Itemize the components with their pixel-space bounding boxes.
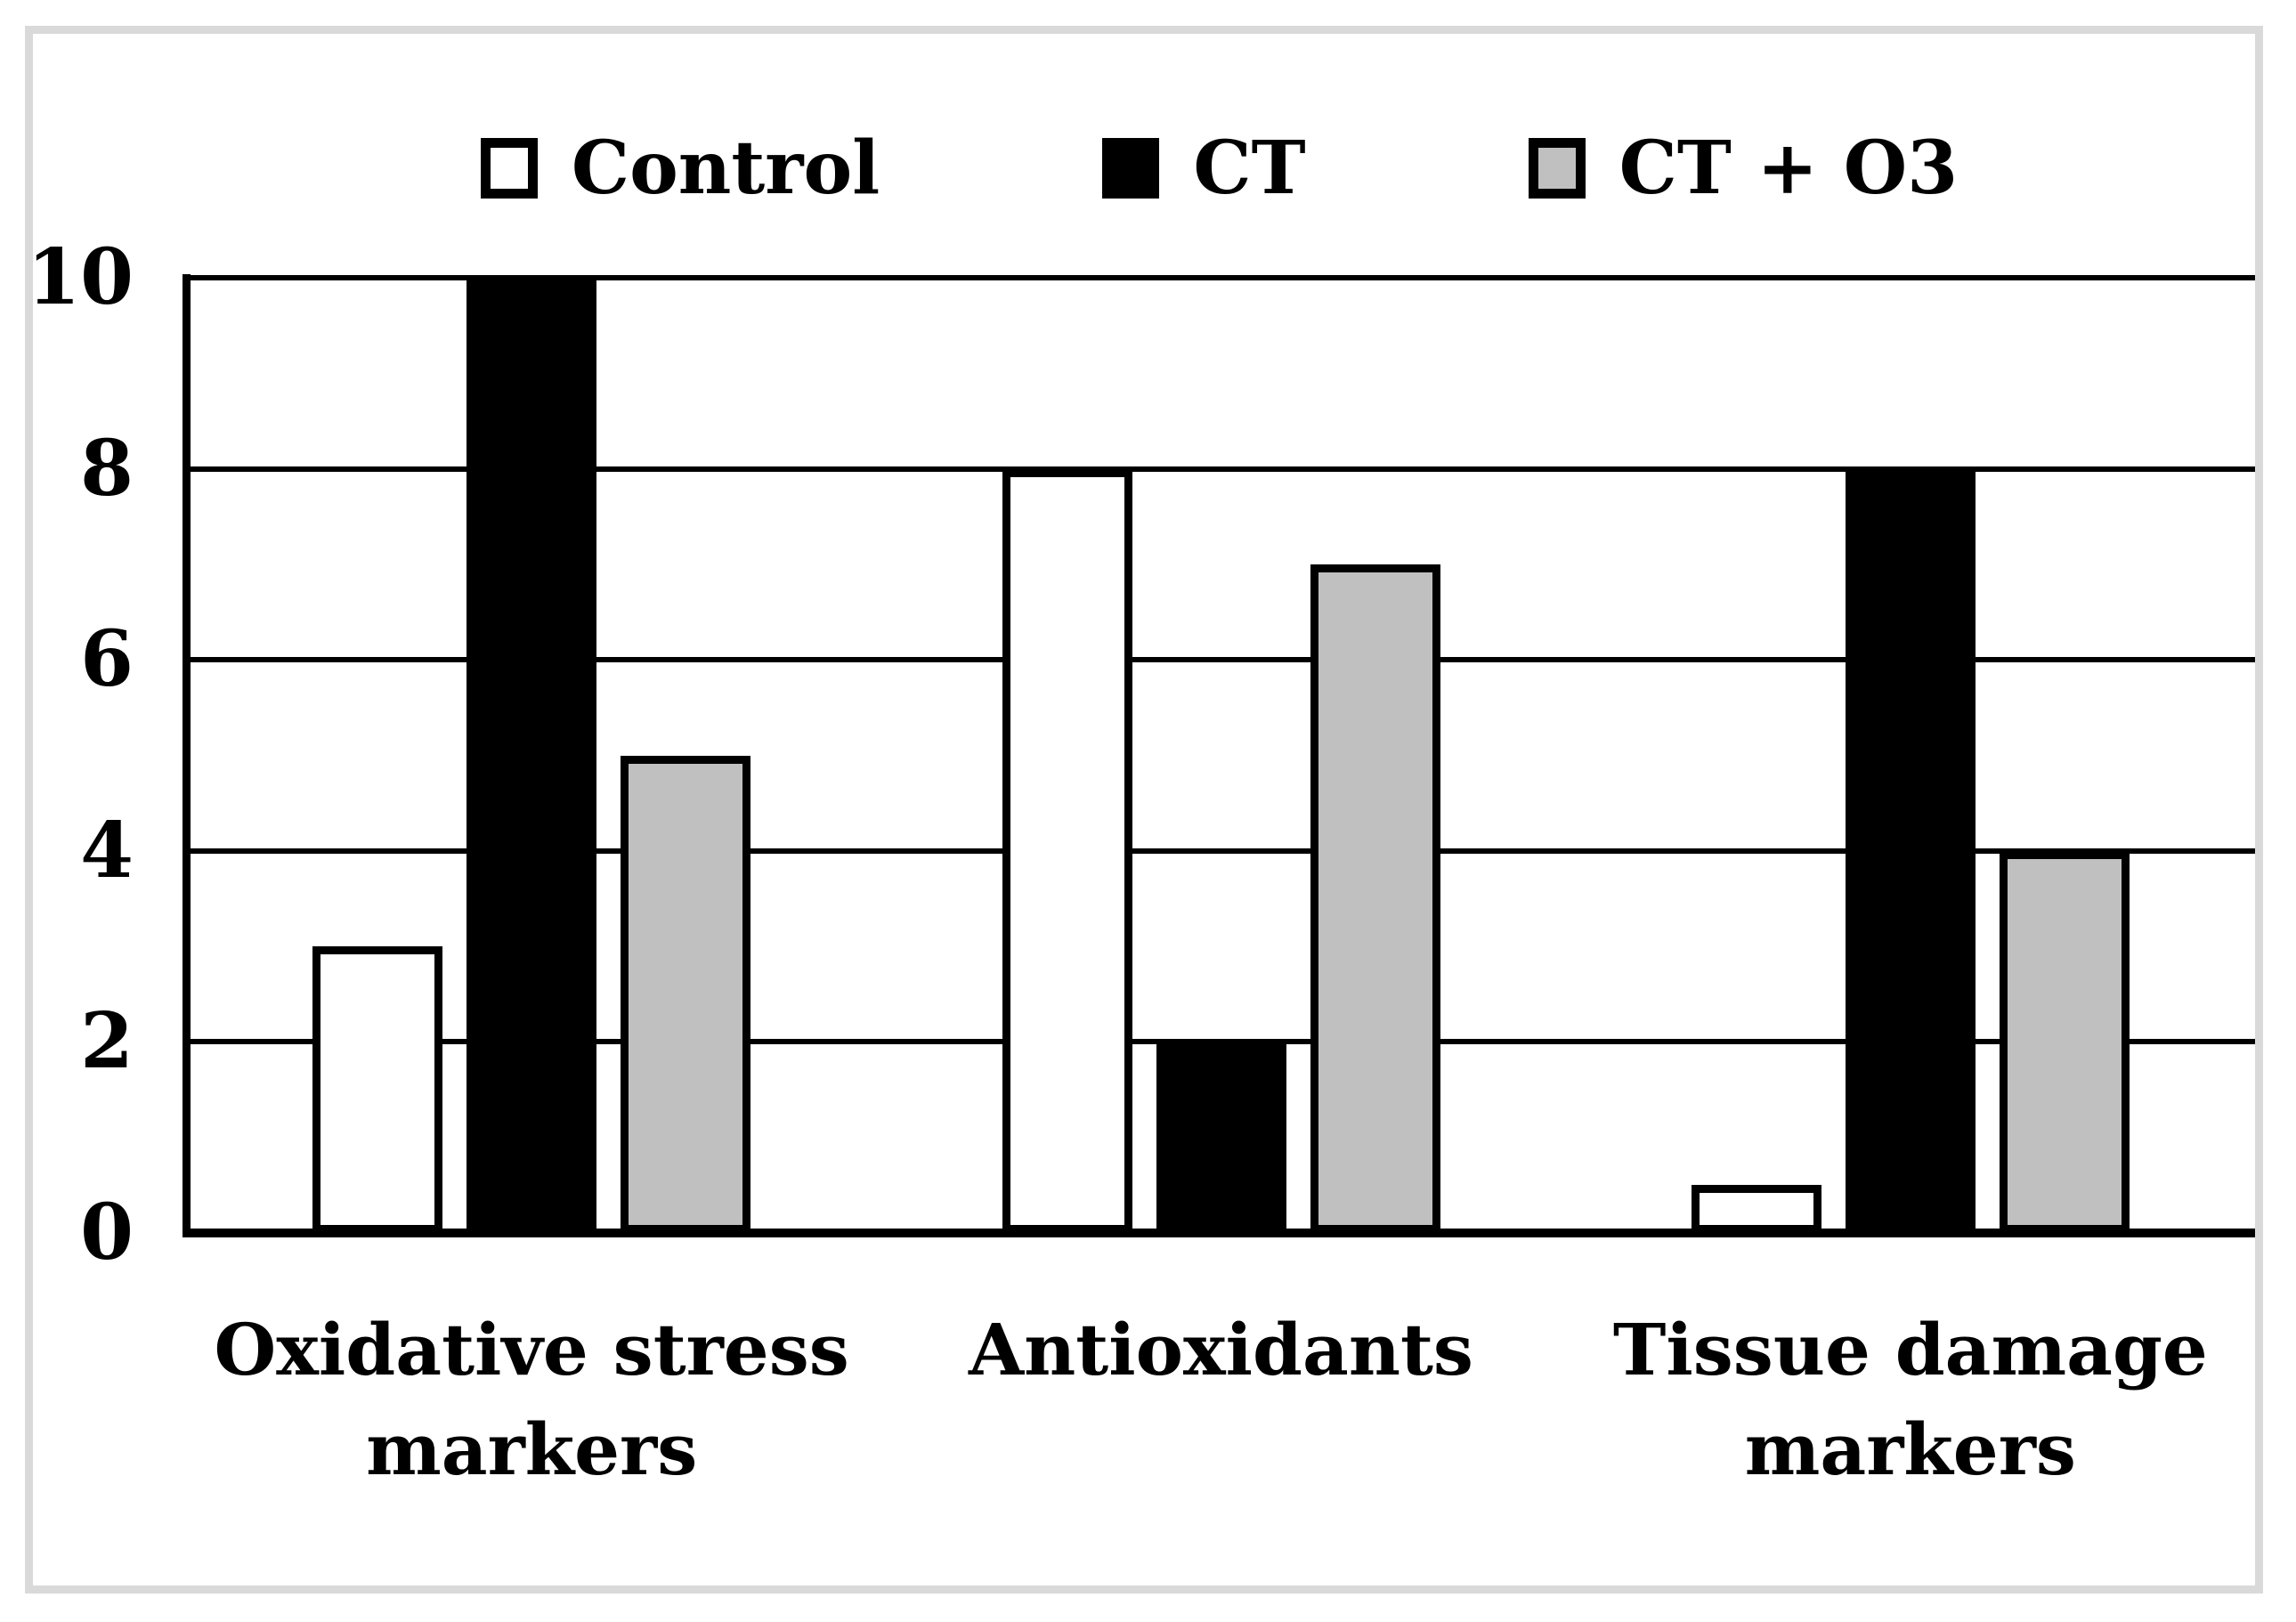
y-tick-label-6: 6 (80, 614, 134, 705)
legend-label-control: Control (571, 126, 880, 211)
y-axis-line (183, 274, 191, 1237)
legend-swatch-control (480, 138, 538, 199)
bar-control-cat1 (1002, 468, 1132, 1233)
bar-ct-o3-cat2 (1999, 850, 2130, 1233)
gridline-2 (187, 1039, 2255, 1045)
x-category-label-0: Oxidative stress markers (214, 1308, 849, 1491)
legend-swatch-ct (1102, 138, 1160, 199)
bar-ct-cat2 (1845, 468, 1976, 1233)
x-axis-line (187, 1229, 2255, 1237)
legend: Control CT CT + O3 (0, 132, 2296, 205)
bar-ct-o3-cat1 (1310, 564, 1440, 1233)
plot-area (187, 275, 2255, 1237)
gridline-10 (187, 275, 2255, 280)
legend-label-ct: CT (1193, 126, 1306, 211)
x-category-label-2: Tissue damage markers (1612, 1308, 2208, 1491)
y-tick-label-8: 8 (80, 423, 134, 514)
x-category-label-1: Antioxidants (969, 1308, 1473, 1391)
y-tick-label-4: 4 (80, 805, 134, 896)
bar-control-cat2 (1691, 1185, 1821, 1233)
legend-item-ct: CT (1102, 126, 1306, 211)
bar-control-cat0 (312, 946, 443, 1233)
legend-label-ct-o3: CT + O3 (1619, 126, 1959, 211)
bar-ct-cat0 (467, 278, 597, 1233)
bar-ct-o3-cat0 (621, 755, 751, 1233)
gridline-4 (187, 847, 2255, 854)
y-tick-label-2: 2 (80, 996, 134, 1087)
bar-ct-cat1 (1156, 1042, 1286, 1233)
y-tick-label-0: 0 (80, 1188, 134, 1277)
y-tick-label-10: 10 (27, 232, 134, 322)
legend-swatch-ct-o3 (1528, 138, 1586, 199)
legend-item-control: Control (480, 126, 880, 211)
figure-frame (25, 26, 2263, 1594)
legend-item-ct-o3: CT + O3 (1528, 126, 1959, 211)
gridline-6 (187, 657, 2255, 663)
gridline-8 (187, 466, 2255, 472)
